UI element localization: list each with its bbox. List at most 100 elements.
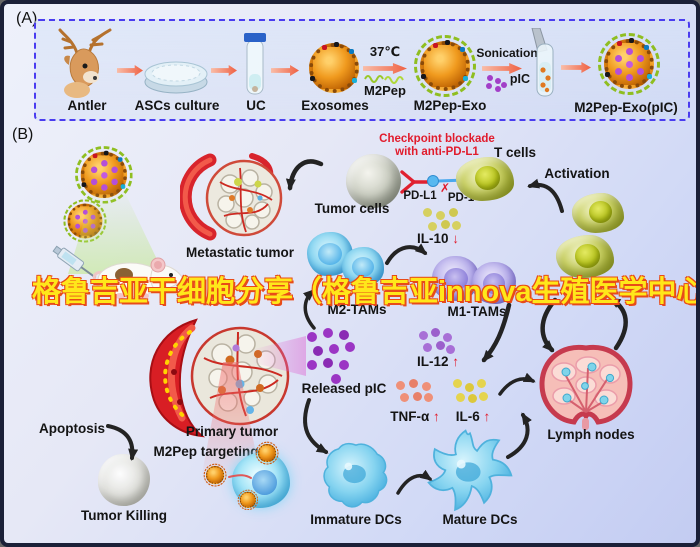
apoptotic-tumor-cell	[98, 454, 150, 506]
checkpoint-blockade-line1: Checkpoint blockade	[379, 133, 495, 145]
m2pep-targeting-label: M2Pep targeting	[153, 444, 259, 459]
exosome-surface-proteins	[627, 62, 632, 67]
m2-tam-cell	[342, 247, 384, 287]
m2pep-exo-icon	[414, 35, 476, 97]
arrow-m2pepexo-to-tube	[482, 63, 522, 74]
exosome-surface-proteins	[102, 173, 107, 178]
il12-trend-arrow: ↑	[452, 354, 460, 369]
petri-dish-icon	[144, 61, 208, 94]
targeting-exosome	[203, 463, 227, 487]
arrow-culture-to-uc	[211, 65, 237, 76]
m2pep-spikes	[414, 35, 476, 97]
exosome-membrane	[239, 491, 257, 509]
il6-trend-arrow: ↑	[483, 409, 491, 424]
exosome-membrane	[205, 465, 225, 485]
mouse-icon	[92, 257, 186, 299]
il6-label: IL-6 ↑	[446, 409, 500, 424]
t-cell	[556, 235, 614, 278]
arrow-uc-to-exosomes	[271, 65, 299, 76]
m2pep-exo-pic-label: M2Pep-Exo(pIC)	[574, 100, 678, 115]
apoptosis-label: Apoptosis	[39, 421, 105, 436]
m2pep-label: M2Pep	[364, 83, 406, 98]
primary-tumor-label: Primary tumor	[185, 424, 279, 439]
tnf-dots-icon	[396, 381, 405, 390]
t-cell	[456, 157, 514, 201]
m1-tam-cell	[472, 262, 516, 304]
exosome-membrane	[309, 43, 359, 93]
panel-b-tag: (B)	[12, 126, 34, 143]
activation-label: Activation	[544, 166, 610, 181]
m1-tam-nucleus	[483, 272, 506, 294]
exosomes-label: Exosomes	[301, 98, 369, 113]
mature-dc-illustration	[427, 429, 513, 512]
pd-l1-label: PD-L1	[403, 190, 437, 202]
m2-tam-nucleus	[352, 257, 374, 278]
panel-a-tag: (A)	[16, 10, 38, 27]
pic-dots-icon	[487, 75, 493, 81]
sonication-label: Sonication	[476, 46, 538, 60]
tnf-text: TNF-α	[390, 409, 430, 424]
exosome-spikes	[203, 463, 227, 487]
targeting-exosome	[237, 489, 259, 511]
exosome-surface-proteins	[443, 64, 448, 69]
sonication-tube-icon	[531, 28, 554, 97]
il10-trend-arrow: ↓	[452, 231, 460, 246]
exosome-spikes	[255, 441, 279, 465]
immature-dcs-label: Immature DCs	[310, 512, 402, 527]
deer-antler-icon	[58, 28, 112, 98]
released-pic-dots-icon	[307, 332, 317, 342]
mature-dcs-label: Mature DCs	[442, 512, 518, 527]
exosome-surface-proteins	[332, 66, 337, 71]
loaded-pic-dots	[100, 171, 108, 179]
m2-tams-label: M2-TAMs	[327, 302, 387, 317]
immature-dc-illustration	[323, 442, 388, 508]
arrow-antler-to-culture	[117, 65, 143, 76]
targeting-exosome	[255, 441, 279, 465]
antler-label: Antler	[67, 98, 107, 113]
il10-text: IL-10	[416, 231, 449, 246]
uc-label: UC	[246, 98, 266, 113]
targeted-cell-nucleus	[251, 469, 278, 495]
m2pep-exo-pic-icon	[598, 33, 660, 95]
temperature-label: 37℃	[369, 44, 401, 59]
lymph-nodes-illustration	[539, 344, 633, 430]
exosome-spikes	[237, 489, 259, 511]
released-pic-label: Released pIC	[301, 381, 387, 396]
pic-label: pIC	[509, 72, 531, 86]
m1-tam-cell	[432, 256, 479, 301]
m2-tam-nucleus	[318, 243, 342, 266]
ascs-culture-label: ASCs culture	[134, 98, 220, 113]
lymph-nodes-label: Lymph nodes	[547, 427, 635, 442]
tumor-killing-label: Tumor Killing	[81, 508, 167, 523]
arrow-tube-to-final	[561, 62, 591, 73]
tumor-cells-label: Tumor cells	[314, 201, 390, 216]
il10-label: IL-10 ↓	[412, 231, 464, 246]
il6-text: IL-6	[455, 409, 480, 424]
exosome-membrane	[420, 41, 470, 91]
m2pep-peptide-icon	[364, 75, 404, 84]
arrow-exosome-to-m2pepexo	[363, 63, 407, 74]
panel-a-box	[34, 19, 690, 121]
tnf-label: TNF-α ↑	[382, 409, 448, 424]
exosome-membrane	[257, 443, 277, 463]
t-cell	[572, 193, 624, 233]
il12-label: IL-12 ↑	[410, 354, 466, 369]
exosome-icon	[304, 38, 364, 98]
metastatic-tumor-label: Metastatic tumor	[185, 245, 295, 260]
loaded-pic-dots	[625, 60, 633, 68]
watermark-text: 格鲁吉亚干细胞分享（格鲁吉亚innova生殖医学中心）	[32, 276, 700, 308]
il12-dots-icon	[419, 331, 428, 340]
il12-text: IL-12	[416, 354, 449, 369]
checkpoint-blockade-line2: with anti-PD-L1	[395, 146, 479, 158]
blocked-x-mark: ✗	[439, 181, 451, 195]
il6-dots-icon	[453, 379, 462, 388]
t-cell-nucleus	[474, 165, 501, 191]
uc-tube-icon	[244, 33, 266, 95]
m1-tam-nucleus	[444, 267, 468, 291]
t-cell-nucleus	[574, 243, 601, 268]
il10-dots-icon	[423, 208, 432, 217]
t-cells-label: T cells	[493, 145, 537, 160]
tnf-trend-arrow: ↑	[433, 409, 440, 424]
tumor-cell-illustration	[346, 154, 401, 208]
